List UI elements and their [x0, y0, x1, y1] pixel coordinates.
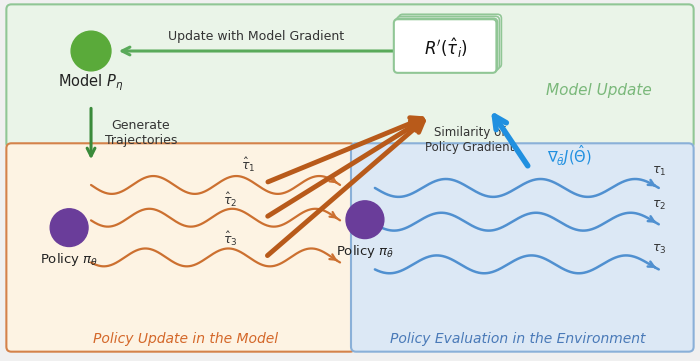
FancyBboxPatch shape — [351, 143, 694, 352]
Text: $\tau_2$: $\tau_2$ — [652, 199, 666, 212]
Text: $\hat{\tau}_3$: $\hat{\tau}_3$ — [223, 230, 238, 248]
FancyBboxPatch shape — [397, 16, 499, 70]
Text: $\hat{\tau}_1$: $\hat{\tau}_1$ — [241, 156, 255, 174]
Text: $\hat{\tau}_2$: $\hat{\tau}_2$ — [223, 191, 237, 209]
Text: Model Update: Model Update — [546, 83, 652, 98]
Text: Policy Evaluation in the Environment: Policy Evaluation in the Environment — [390, 332, 645, 346]
Text: Similarity of
Policy Gradient: Similarity of Policy Gradient — [425, 126, 514, 154]
Text: $\nabla_{\bar{\theta}}J(\hat{\Theta})$: $\nabla_{\bar{\theta}}J(\hat{\Theta})$ — [547, 143, 592, 168]
FancyBboxPatch shape — [394, 19, 496, 73]
Text: $\tau_1$: $\tau_1$ — [652, 165, 666, 178]
Text: $\tau_3$: $\tau_3$ — [652, 243, 666, 256]
Text: Policy Update in the Model: Policy Update in the Model — [93, 332, 278, 346]
FancyBboxPatch shape — [6, 143, 355, 352]
Text: Model $P_\eta$: Model $P_\eta$ — [58, 73, 124, 93]
Text: Update with Model Gradient: Update with Model Gradient — [168, 30, 344, 43]
Text: Generate
Trajectories: Generate Trajectories — [104, 119, 177, 147]
FancyBboxPatch shape — [395, 18, 498, 72]
Text: $R'(\hat{\tau}_i)$: $R'(\hat{\tau}_i)$ — [424, 36, 468, 60]
Circle shape — [346, 201, 384, 239]
FancyBboxPatch shape — [6, 4, 694, 148]
Circle shape — [71, 31, 111, 71]
FancyBboxPatch shape — [399, 14, 501, 68]
Text: Policy $\pi_{\bar{\theta}}$: Policy $\pi_{\bar{\theta}}$ — [336, 243, 394, 260]
Circle shape — [50, 209, 88, 247]
Text: Policy $\pi_\theta$: Policy $\pi_\theta$ — [40, 251, 98, 268]
